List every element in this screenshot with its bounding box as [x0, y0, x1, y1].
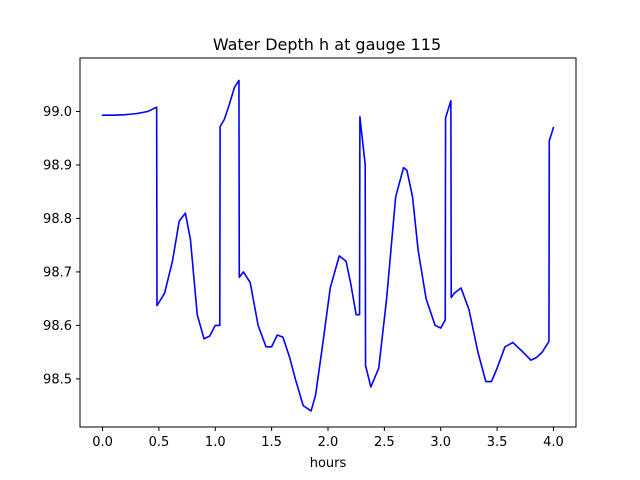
plot-frame [79, 57, 577, 428]
series-layer [101, 79, 555, 412]
x-tick-label: 2.5 [374, 435, 395, 450]
x-tick-label: 1.5 [261, 435, 282, 450]
y-tick-label: 99.0 [43, 105, 72, 120]
x-tick-label: 2.0 [318, 435, 339, 450]
y-tick-label: 98.9 [43, 158, 72, 173]
series-line-0 [101, 79, 555, 412]
y-tick-label: 98.5 [43, 372, 72, 387]
y-tick-label: 98.6 [43, 319, 72, 334]
y-tick-label: 98.8 [43, 212, 72, 227]
x-tick-label: 4.0 [543, 435, 564, 450]
x-axis-label: hours [310, 456, 347, 471]
x-tick-label: 3.0 [430, 435, 451, 450]
x-tick-label: 3.5 [487, 435, 508, 450]
x-tick-label: 0.0 [92, 435, 113, 450]
y-axis: 98.5 98.6 98.7 98.8 98.9 99.0 [43, 105, 80, 387]
chart-title: Water Depth h at gauge 115 [213, 35, 441, 54]
x-axis: 0.0 0.5 1.0 1.5 2.0 2.5 3.0 3.5 4.0 [92, 427, 564, 450]
x-tick-label: 1.0 [205, 435, 226, 450]
x-tick-label: 0.5 [149, 435, 170, 450]
y-tick-label: 98.7 [43, 265, 72, 280]
